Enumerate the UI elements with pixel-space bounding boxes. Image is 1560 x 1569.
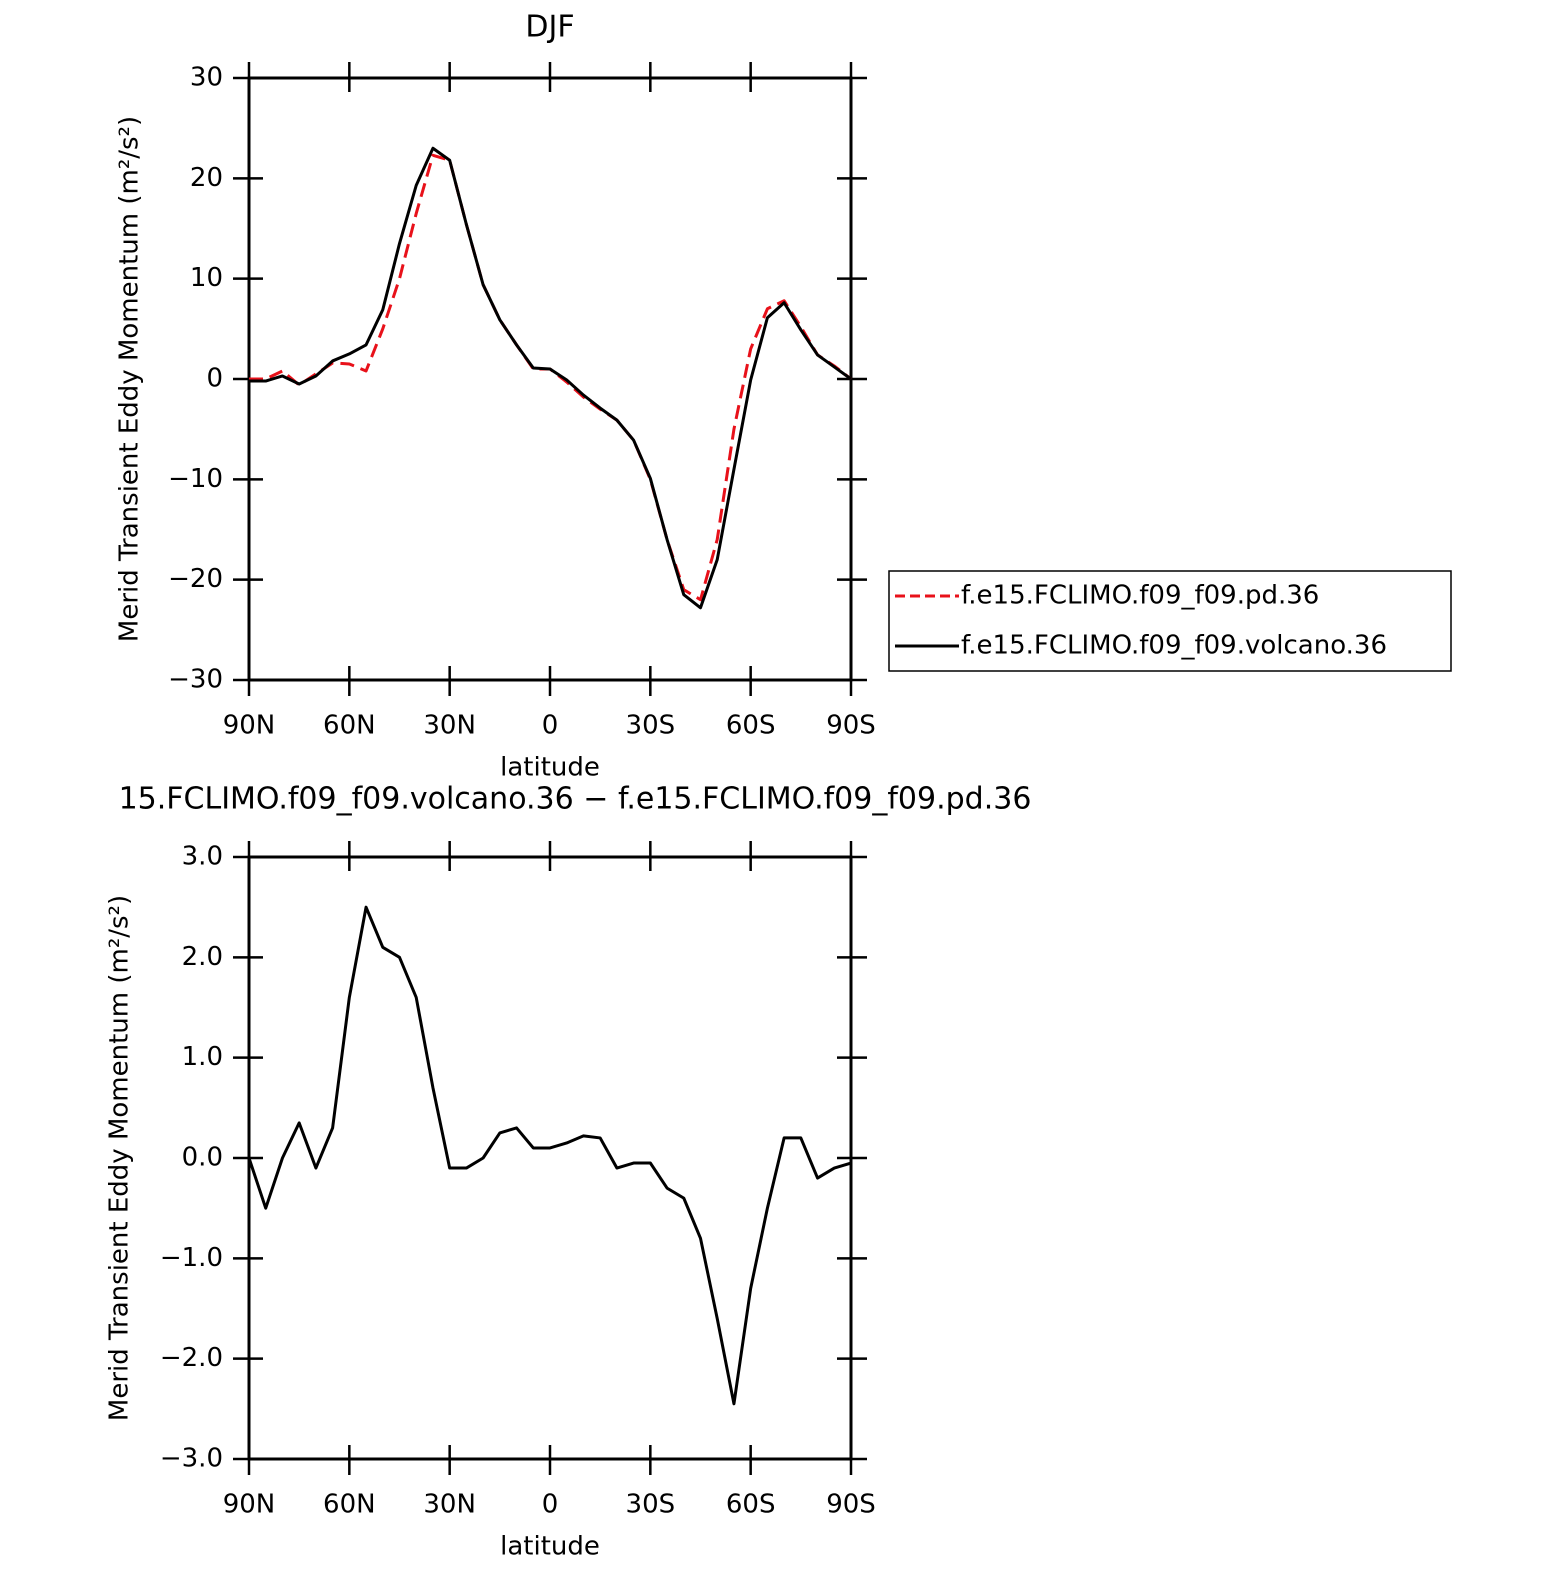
y-tick-label: −3.0 xyxy=(160,1444,223,1474)
x-tick-label: 90S xyxy=(826,711,876,741)
x-axis-label: latitude xyxy=(500,1532,600,1562)
x-tick-label: 30S xyxy=(626,1490,676,1520)
y-tick-label: 20 xyxy=(190,163,223,193)
series-line xyxy=(249,153,852,602)
x-tick-label: 90S xyxy=(826,1490,876,1520)
plot-frame xyxy=(247,855,853,1461)
y-tick-label: 1.0 xyxy=(182,1042,223,1072)
y-tick-label: 10 xyxy=(190,263,223,293)
legend-label: f.e15.FCLIMO.f09_f09.pd.36 xyxy=(961,581,1319,611)
x-tick-label: 90N xyxy=(223,1490,276,1520)
y-tick-label: −10 xyxy=(168,464,223,494)
y-tick-label: 0 xyxy=(206,364,223,394)
y-axis-label: Merid Transient Eddy Momentum (m²/s²) xyxy=(105,895,135,1421)
x-tick-label: 30N xyxy=(423,711,476,741)
y-tick-label: 3.0 xyxy=(182,842,223,872)
series-line xyxy=(249,146,852,610)
x-tick-label: 30S xyxy=(626,711,676,741)
x-tick-label: 90N xyxy=(223,711,276,741)
chart-title: DJF xyxy=(525,10,574,45)
x-tick-label: 0 xyxy=(542,1490,559,1520)
y-tick-label: 30 xyxy=(190,63,223,93)
y-axis-label: Merid Transient Eddy Momentum (m²/s²) xyxy=(115,116,145,642)
y-tick-label: 0.0 xyxy=(182,1143,223,1173)
x-tick-label: 60N xyxy=(323,1490,376,1520)
y-tick-label: −2.0 xyxy=(160,1343,223,1373)
y-tick-label: −1.0 xyxy=(160,1243,223,1273)
y-tick-label: 2.0 xyxy=(182,942,223,972)
x-axis-label: latitude xyxy=(500,753,600,783)
chart-title: 15.FCLIMO.f09_f09.volcano.36 − f.e15.FCL… xyxy=(119,782,1032,817)
plot-frame xyxy=(247,76,853,682)
legend-box xyxy=(888,570,1452,672)
y-tick-label: −30 xyxy=(168,665,223,695)
series-line xyxy=(247,905,852,1406)
x-tick-label: 60S xyxy=(726,1490,776,1520)
x-tick-label: 60S xyxy=(726,711,776,741)
y-tick-label: −20 xyxy=(168,564,223,594)
x-tick-label: 60N xyxy=(323,711,376,741)
x-tick-label: 30N xyxy=(423,1490,476,1520)
x-tick-label: 0 xyxy=(542,711,559,741)
legend-label: f.e15.FCLIMO.f09_f09.volcano.36 xyxy=(961,631,1387,661)
